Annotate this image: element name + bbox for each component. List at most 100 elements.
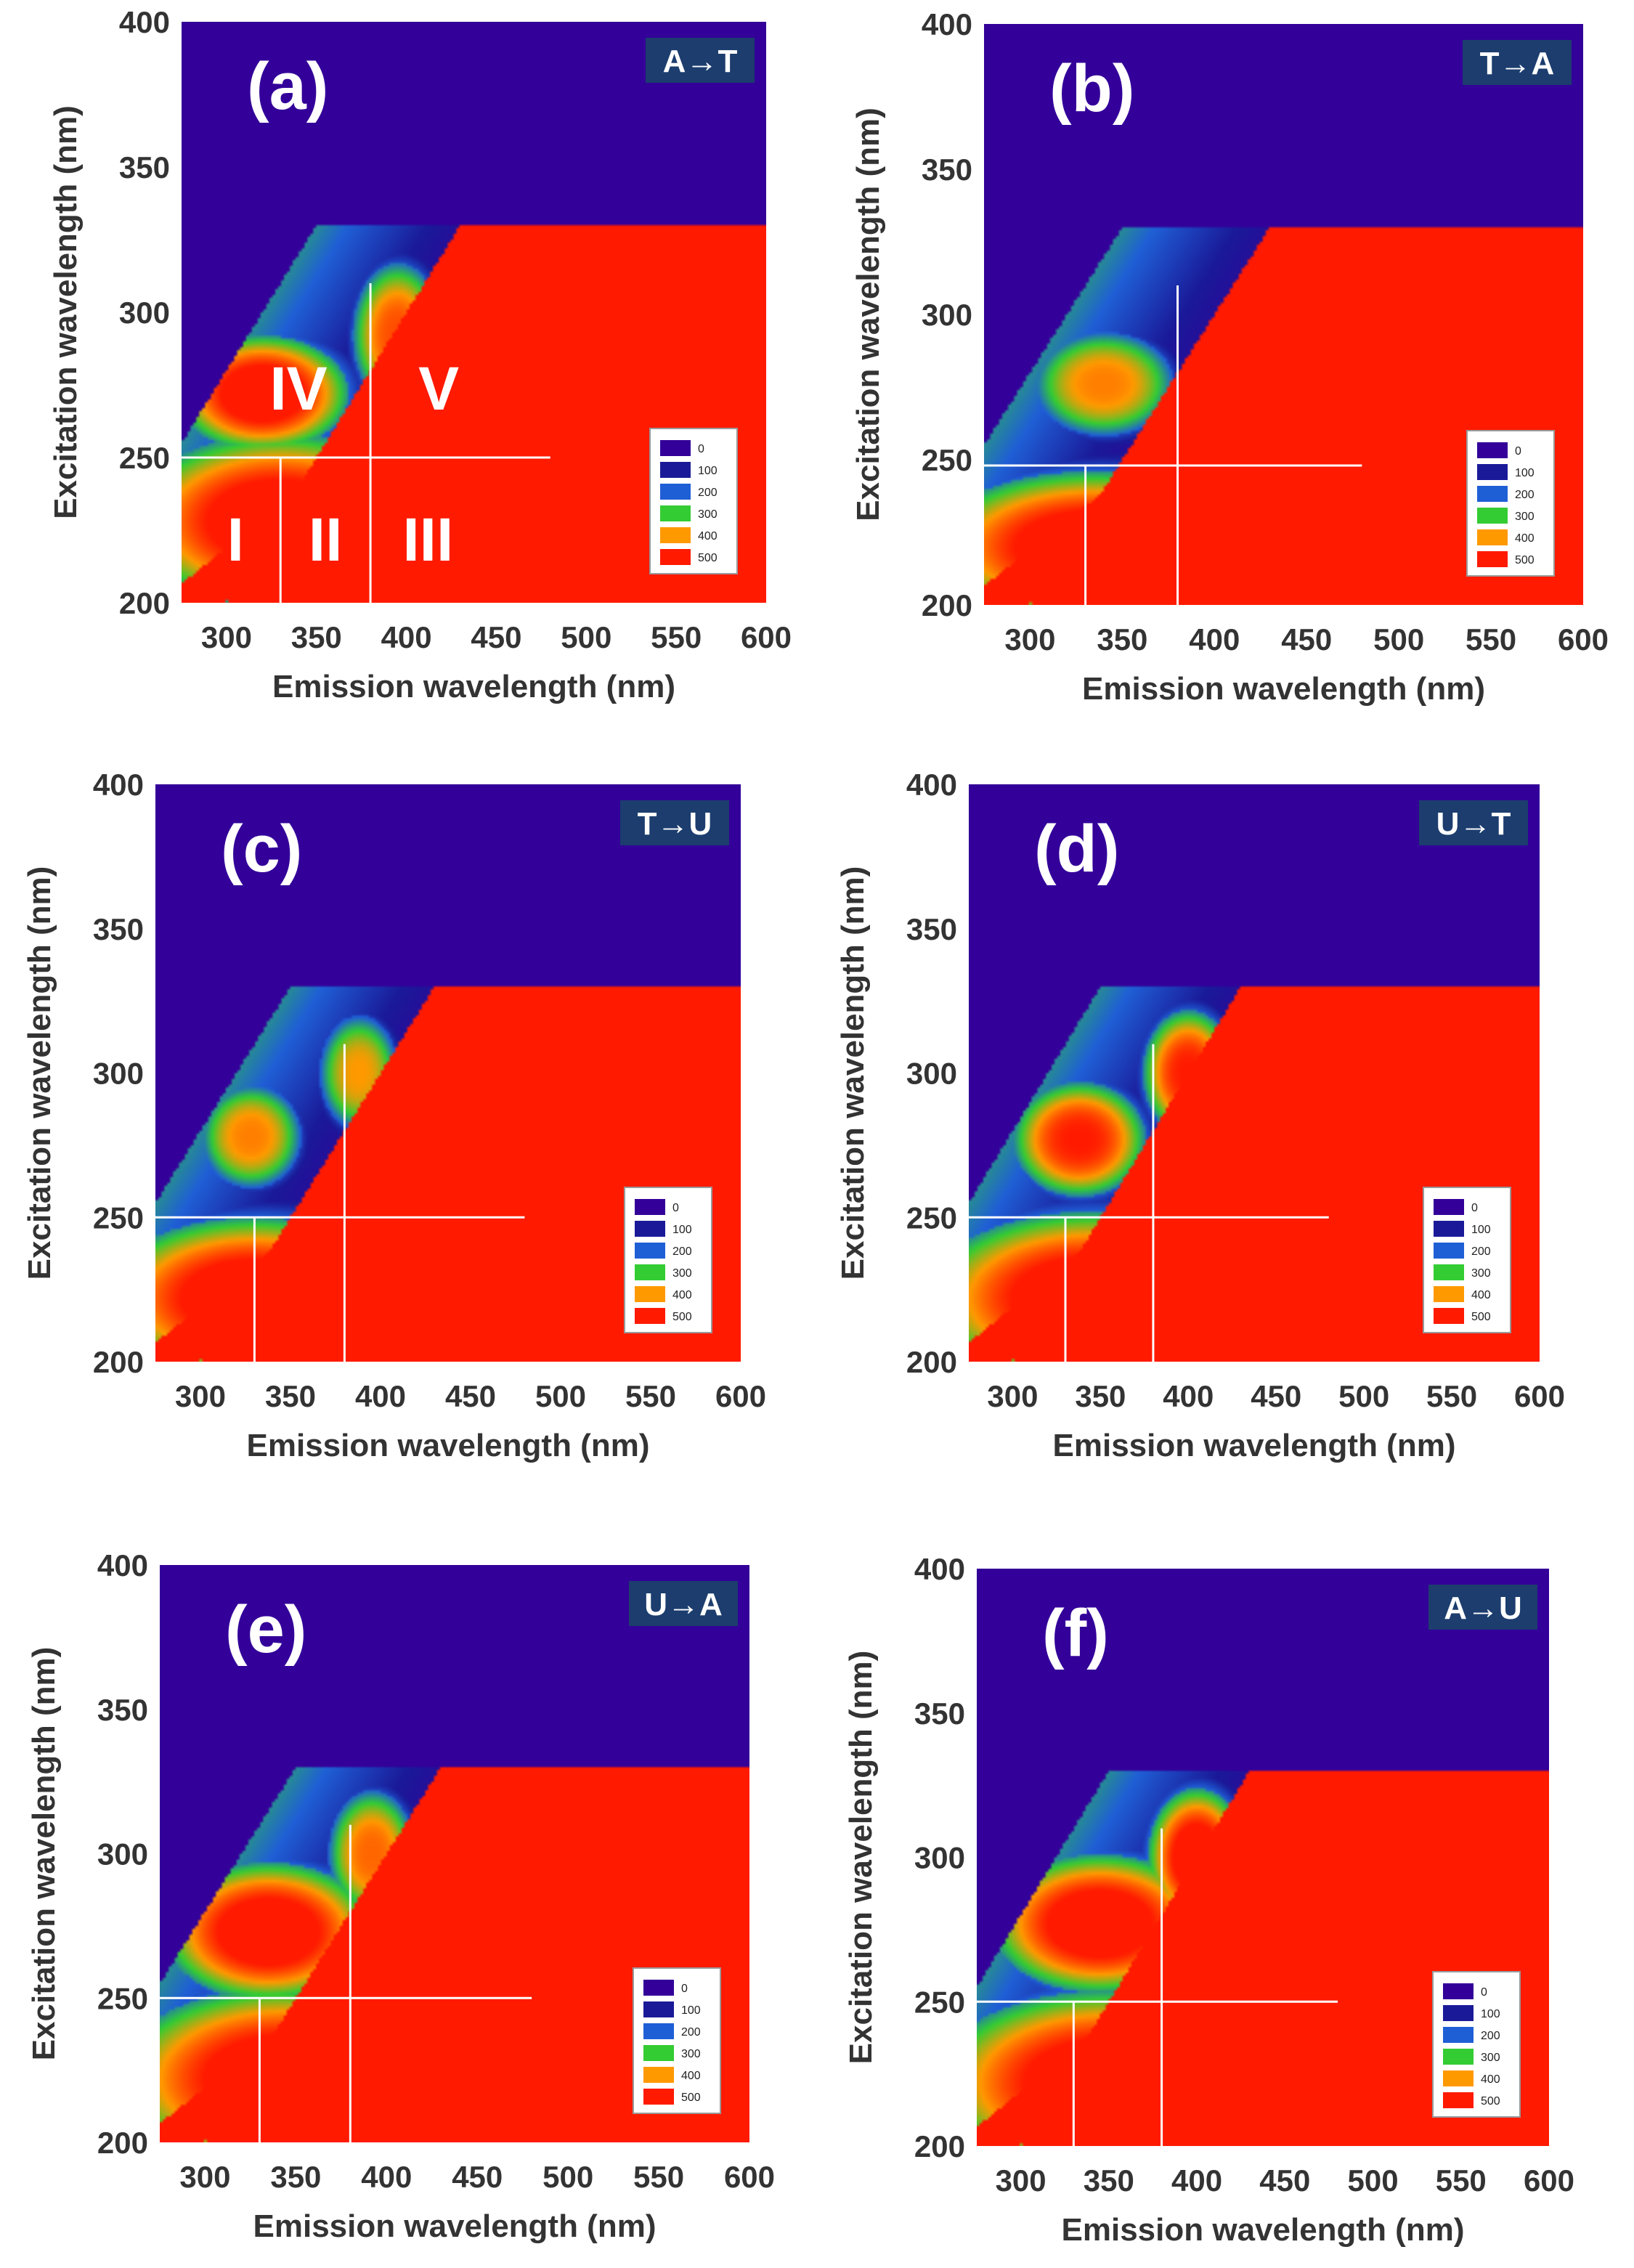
legend-swatch <box>635 1221 665 1237</box>
legend-label: 100 <box>698 465 718 477</box>
legend-label: 100 <box>1471 1224 1491 1236</box>
y-tick-label: 400 <box>97 1548 148 1582</box>
legend-label: 200 <box>698 487 718 499</box>
x-tick-label: 600 <box>724 2160 775 2194</box>
y-tick-label: 400 <box>906 768 957 802</box>
y-axis-label: Excitation wavelength (nm) <box>835 866 871 1280</box>
x-tick-label: 500 <box>535 1379 586 1413</box>
legend-label: 400 <box>1471 1289 1491 1301</box>
legend-label: 300 <box>1481 2052 1500 2064</box>
y-tick-label: 250 <box>922 443 972 477</box>
x-tick-label: 550 <box>1466 622 1516 657</box>
y-axis-label: Excitation wavelength (nm) <box>850 107 886 521</box>
legend-label: 300 <box>672 1267 692 1280</box>
x-tick-label: 500 <box>1338 1379 1389 1413</box>
region-label: II <box>309 505 343 574</box>
y-tick-label: 300 <box>119 296 170 330</box>
x-axis-label: Emission wavelength (nm) <box>1082 671 1485 707</box>
x-tick-label: 450 <box>471 620 521 654</box>
legend-label: 0 <box>672 1202 679 1214</box>
legend-label: 500 <box>1515 554 1535 566</box>
legend-label: 100 <box>1515 467 1535 479</box>
legend-label: 500 <box>672 1311 692 1323</box>
x-tick-label: 550 <box>651 620 702 654</box>
x-axis-label: Emission wavelength (nm) <box>247 1428 650 1463</box>
legend-swatch <box>1477 551 1508 567</box>
legend-label: 300 <box>1471 1267 1491 1280</box>
y-tick-label: 200 <box>119 586 170 620</box>
y-axis-label: Excitation wavelength (nm) <box>26 1647 62 2061</box>
legend-label: 300 <box>681 2048 701 2060</box>
x-tick-label: 450 <box>452 2160 503 2194</box>
legend-swatch <box>1443 2070 1474 2086</box>
transition-tag: T→U <box>638 806 712 842</box>
transition-tag: A→U <box>1444 1590 1522 1626</box>
panel-b: 300 350 400 450 500 550 600200250300350400Emis… <box>850 7 1609 707</box>
y-axis-label: Excitation wavelength (nm) <box>843 1651 879 2065</box>
legend-label: 200 <box>681 2026 701 2039</box>
legend-swatch <box>1443 1983 1474 1999</box>
x-tick-label: 500 <box>561 620 611 654</box>
legend-swatch <box>643 2067 674 2083</box>
legend-label: 500 <box>681 2092 701 2104</box>
y-tick-label: 350 <box>119 150 170 184</box>
x-tick-label: 550 <box>625 1379 676 1413</box>
panel-label: (c) <box>221 812 302 886</box>
y-tick-label: 250 <box>93 1200 144 1235</box>
x-tick-label: 350 <box>1084 2163 1134 2198</box>
y-tick-label: 200 <box>914 2129 965 2163</box>
x-tick-label: 600 <box>715 1379 766 1413</box>
legend-swatch <box>1443 2092 1474 2108</box>
x-tick-label: 500 <box>1373 622 1424 657</box>
x-tick-label: 600 <box>1524 2163 1574 2198</box>
x-tick-label: 300 <box>201 620 252 654</box>
y-axis-label: Excitation wavelength (nm) <box>48 105 84 519</box>
y-tick-label: 350 <box>906 912 957 946</box>
legend-label: 400 <box>698 530 718 542</box>
region-label: IV <box>269 354 327 423</box>
x-tick-label: 450 <box>445 1379 496 1413</box>
transition-tag: U→T <box>1436 806 1511 842</box>
region-label: V <box>418 354 459 423</box>
legend-label: 400 <box>1481 2073 1500 2086</box>
legend-swatch <box>1434 1243 1464 1259</box>
legend-swatch <box>660 440 691 456</box>
x-tick-label: 400 <box>381 620 432 654</box>
legend-label: 0 <box>1481 1986 1487 1999</box>
legend-swatch <box>1443 2049 1474 2065</box>
x-tick-label: 300 <box>996 2163 1046 2198</box>
x-tick-label: 600 <box>741 620 792 654</box>
transition-tag: U→A <box>644 1587 723 1622</box>
legend-swatch <box>643 2023 674 2039</box>
y-tick-label: 300 <box>93 1057 144 1091</box>
x-tick-label: 450 <box>1251 1379 1301 1413</box>
panel-c: 300 350 400 450 500 550 600200250300350400Emis… <box>22 768 766 1463</box>
legend-label: 100 <box>1481 2008 1500 2020</box>
legend-swatch <box>1477 508 1508 524</box>
y-tick-label: 300 <box>922 298 972 332</box>
legend-swatch <box>635 1243 665 1259</box>
x-axis-label: Emission wavelength (nm) <box>1062 2212 1465 2248</box>
legend-label: 400 <box>1515 532 1535 545</box>
y-tick-label: 250 <box>914 1985 965 2019</box>
y-tick-label: 400 <box>119 5 170 39</box>
x-tick-label: 400 <box>355 1379 406 1413</box>
legend-swatch <box>1477 529 1508 545</box>
x-tick-label: 600 <box>1558 622 1609 657</box>
legend-label: 200 <box>1515 489 1535 501</box>
eem-figure: 300 350 400 450 500 550 600 200 250 300 350 400 Emis… <box>0 0 1634 2268</box>
legend-swatch <box>635 1199 665 1215</box>
legend-swatch <box>643 1980 674 1996</box>
x-tick-label: 400 <box>1163 1379 1214 1413</box>
legend-label: 0 <box>698 443 704 455</box>
x-tick-label: 500 <box>542 2160 593 2194</box>
panel-label: (b) <box>1049 52 1134 126</box>
legend-label: 300 <box>1515 511 1535 523</box>
x-tick-label: 300 <box>987 1379 1038 1413</box>
legend-label: 0 <box>681 1983 688 1995</box>
y-tick-label: 300 <box>906 1057 957 1091</box>
legend-swatch <box>1434 1286 1464 1302</box>
y-tick-label: 200 <box>97 2126 148 2160</box>
y-tick-label: 250 <box>906 1200 957 1235</box>
x-tick-label: 300 <box>179 2160 230 2194</box>
